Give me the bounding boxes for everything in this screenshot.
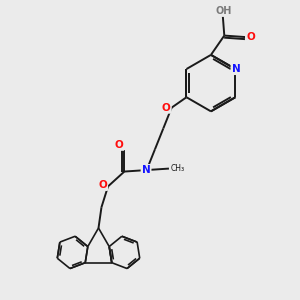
Text: O: O [98, 180, 107, 190]
Text: O: O [246, 32, 255, 42]
Text: O: O [115, 140, 123, 150]
Text: OH: OH [215, 6, 232, 16]
Text: N: N [142, 165, 150, 175]
Text: O: O [162, 103, 171, 112]
Text: N: N [232, 64, 240, 74]
Text: CH₃: CH₃ [171, 164, 185, 173]
